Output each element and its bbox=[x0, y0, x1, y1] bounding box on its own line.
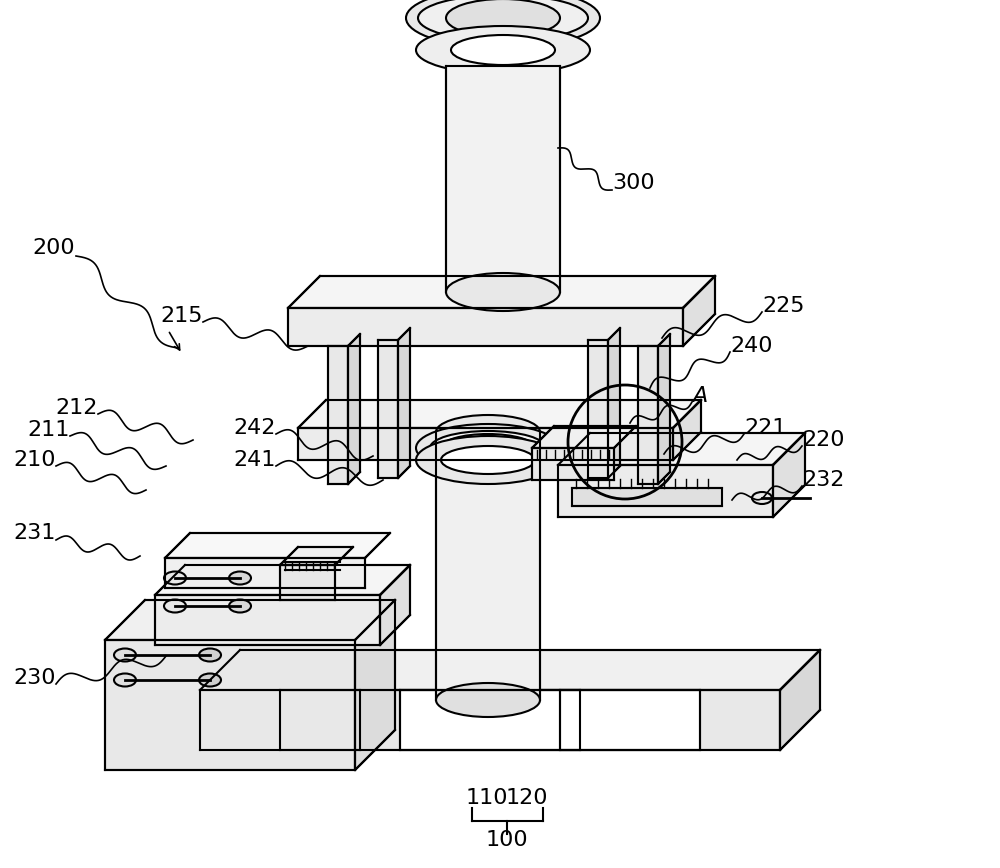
Polygon shape bbox=[558, 465, 773, 517]
Ellipse shape bbox=[199, 674, 221, 687]
Polygon shape bbox=[532, 448, 614, 480]
Ellipse shape bbox=[164, 600, 186, 613]
Text: 221: 221 bbox=[744, 418, 786, 438]
Ellipse shape bbox=[446, 0, 560, 37]
Polygon shape bbox=[288, 308, 683, 346]
Ellipse shape bbox=[418, 0, 588, 41]
Polygon shape bbox=[378, 340, 398, 478]
Polygon shape bbox=[165, 533, 390, 558]
Text: 200: 200 bbox=[32, 238, 75, 258]
Text: 240: 240 bbox=[730, 336, 772, 356]
Ellipse shape bbox=[164, 571, 186, 584]
Polygon shape bbox=[446, 66, 560, 292]
Polygon shape bbox=[155, 565, 410, 595]
Text: 210: 210 bbox=[14, 450, 56, 470]
Ellipse shape bbox=[406, 0, 600, 48]
Text: 220: 220 bbox=[802, 430, 844, 450]
Polygon shape bbox=[348, 334, 360, 484]
Polygon shape bbox=[200, 650, 820, 690]
Text: 110: 110 bbox=[466, 788, 508, 808]
Text: A: A bbox=[692, 386, 707, 406]
Polygon shape bbox=[380, 565, 410, 645]
Ellipse shape bbox=[441, 434, 535, 462]
Polygon shape bbox=[608, 328, 620, 478]
Text: 232: 232 bbox=[802, 470, 844, 490]
Polygon shape bbox=[560, 690, 700, 750]
Text: 212: 212 bbox=[56, 398, 98, 418]
Polygon shape bbox=[280, 547, 353, 565]
Text: 241: 241 bbox=[234, 450, 276, 470]
Polygon shape bbox=[773, 433, 805, 517]
Text: 100: 100 bbox=[486, 830, 528, 850]
Polygon shape bbox=[398, 328, 410, 478]
Polygon shape bbox=[673, 400, 701, 460]
Polygon shape bbox=[436, 432, 540, 700]
Polygon shape bbox=[355, 600, 395, 770]
Text: 242: 242 bbox=[234, 418, 276, 438]
Text: 230: 230 bbox=[14, 668, 56, 688]
Polygon shape bbox=[532, 426, 636, 448]
Polygon shape bbox=[298, 400, 701, 428]
Text: 211: 211 bbox=[28, 420, 70, 440]
Ellipse shape bbox=[229, 600, 251, 613]
Polygon shape bbox=[155, 595, 380, 645]
Ellipse shape bbox=[436, 415, 540, 449]
Polygon shape bbox=[638, 346, 658, 484]
Text: 300: 300 bbox=[612, 173, 655, 193]
Polygon shape bbox=[200, 690, 780, 750]
Polygon shape bbox=[328, 346, 348, 484]
Polygon shape bbox=[658, 334, 670, 484]
Text: 231: 231 bbox=[14, 523, 56, 543]
Ellipse shape bbox=[416, 26, 590, 74]
Ellipse shape bbox=[451, 35, 555, 65]
Bar bbox=[572, 488, 722, 506]
Ellipse shape bbox=[114, 674, 136, 687]
Ellipse shape bbox=[416, 436, 560, 484]
Polygon shape bbox=[400, 690, 580, 750]
Polygon shape bbox=[288, 276, 715, 308]
Text: 120: 120 bbox=[506, 788, 548, 808]
Ellipse shape bbox=[436, 683, 540, 717]
Polygon shape bbox=[558, 433, 805, 465]
Polygon shape bbox=[780, 650, 820, 750]
Ellipse shape bbox=[752, 492, 772, 504]
Ellipse shape bbox=[229, 571, 251, 584]
Polygon shape bbox=[588, 340, 608, 478]
Polygon shape bbox=[280, 565, 335, 600]
Ellipse shape bbox=[441, 446, 535, 474]
Polygon shape bbox=[165, 558, 365, 588]
Polygon shape bbox=[280, 690, 360, 750]
Text: 225: 225 bbox=[762, 296, 804, 316]
Polygon shape bbox=[105, 640, 355, 770]
Ellipse shape bbox=[430, 431, 546, 465]
Ellipse shape bbox=[416, 424, 560, 472]
Polygon shape bbox=[683, 276, 715, 346]
Polygon shape bbox=[298, 428, 673, 460]
Ellipse shape bbox=[446, 273, 560, 311]
Polygon shape bbox=[105, 600, 395, 640]
Ellipse shape bbox=[114, 648, 136, 661]
Ellipse shape bbox=[199, 648, 221, 661]
Text: 215: 215 bbox=[160, 306, 203, 326]
